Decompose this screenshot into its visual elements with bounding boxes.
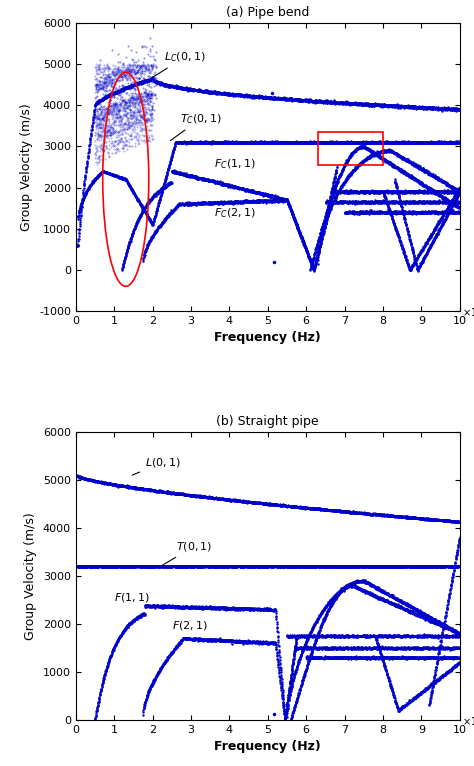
X-axis label: Frequency (Hz): Frequency (Hz) (214, 332, 321, 345)
Text: $F_C(2,1)$: $F_C(2,1)$ (214, 207, 256, 220)
Text: $F(2,1)$: $F(2,1)$ (172, 620, 208, 632)
Text: $T_C(0,1)$: $T_C(0,1)$ (170, 112, 222, 141)
Text: $F_C(1,1)$: $F_C(1,1)$ (214, 157, 256, 171)
Text: $T(0,1)$: $T(0,1)$ (163, 540, 212, 565)
Title: (a) Pipe bend: (a) Pipe bend (226, 6, 310, 19)
Text: $\times 10^4$: $\times 10^4$ (462, 714, 474, 728)
Title: (b) Straight pipe: (b) Straight pipe (217, 415, 319, 428)
Text: $F(1,1)$: $F(1,1)$ (114, 591, 150, 604)
Text: $\times 10^4$: $\times 10^4$ (462, 305, 474, 319)
Text: $L(0,1)$: $L(0,1)$ (132, 456, 181, 475)
Y-axis label: Group Velocity (m/s): Group Velocity (m/s) (24, 512, 37, 640)
X-axis label: Frequency (Hz): Frequency (Hz) (214, 741, 321, 754)
Text: $L_C(0,1)$: $L_C(0,1)$ (153, 51, 206, 77)
Bar (318, 132, 383, 165)
Y-axis label: Group Velocity (m/s): Group Velocity (m/s) (20, 103, 34, 231)
